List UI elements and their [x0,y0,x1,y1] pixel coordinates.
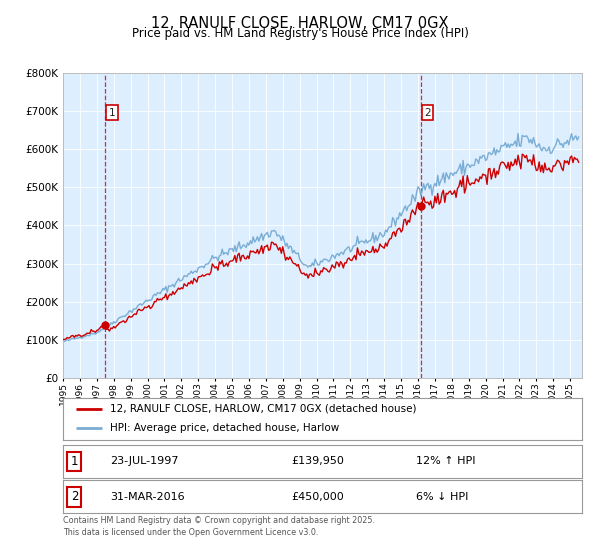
Text: 1: 1 [71,455,78,468]
Text: 12, RANULF CLOSE, HARLOW, CM17 0GX (detached house): 12, RANULF CLOSE, HARLOW, CM17 0GX (deta… [110,404,416,414]
Text: Contains HM Land Registry data © Crown copyright and database right 2025.
This d: Contains HM Land Registry data © Crown c… [63,516,375,536]
Text: 2: 2 [71,490,78,503]
Text: 2: 2 [424,108,431,118]
Text: Price paid vs. HM Land Registry's House Price Index (HPI): Price paid vs. HM Land Registry's House … [131,27,469,40]
Text: 1: 1 [109,108,115,118]
Text: 31-MAR-2016: 31-MAR-2016 [110,492,184,502]
Text: £450,000: £450,000 [292,492,344,502]
Text: 12% ↑ HPI: 12% ↑ HPI [416,456,475,466]
Text: HPI: Average price, detached house, Harlow: HPI: Average price, detached house, Harl… [110,423,339,433]
Text: 6% ↓ HPI: 6% ↓ HPI [416,492,468,502]
Text: 12, RANULF CLOSE, HARLOW, CM17 0GX: 12, RANULF CLOSE, HARLOW, CM17 0GX [151,16,449,31]
Text: 23-JUL-1997: 23-JUL-1997 [110,456,178,466]
Text: £139,950: £139,950 [292,456,344,466]
